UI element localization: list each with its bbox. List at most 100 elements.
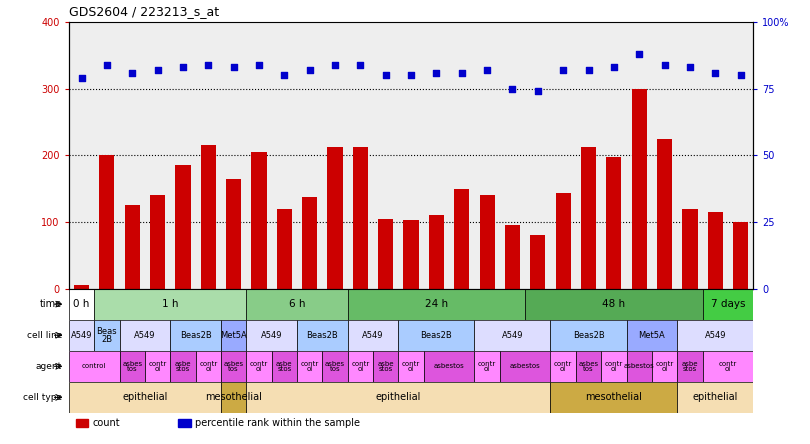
Bar (373, 351, 399, 382)
Text: A549: A549 (261, 331, 283, 340)
Bar (322, 351, 347, 382)
Text: A549: A549 (362, 331, 384, 340)
Bar (682, 209, 697, 289)
Point (354, 61, 367, 68)
Text: Met5A: Met5A (638, 331, 665, 340)
Text: control: control (82, 363, 106, 369)
Text: contr
ol: contr ol (301, 361, 319, 372)
Bar (221, 320, 246, 351)
Text: contr
ol: contr ol (402, 361, 420, 372)
Bar (652, 351, 677, 382)
Bar (125, 205, 140, 289)
Bar (69, 320, 94, 351)
Bar (428, 215, 444, 289)
Bar (347, 320, 399, 351)
Bar (677, 351, 702, 382)
Point (151, 67, 164, 74)
Point (480, 67, 493, 74)
Bar (175, 166, 190, 289)
Bar (327, 147, 343, 289)
Bar (100, 155, 114, 289)
Point (709, 69, 722, 76)
Point (658, 61, 671, 68)
Text: Beas2B: Beas2B (180, 331, 211, 340)
Text: asbes
tos: asbes tos (224, 361, 244, 372)
Bar (702, 351, 753, 382)
Point (329, 61, 342, 68)
Bar (424, 351, 475, 382)
Text: contr
ol: contr ol (478, 361, 497, 372)
Bar (246, 382, 551, 413)
Point (177, 64, 190, 71)
Point (379, 72, 392, 79)
Text: asbes
tos: asbes tos (122, 361, 143, 372)
Text: contr
ol: contr ol (554, 361, 573, 372)
Bar (302, 197, 318, 289)
Point (404, 72, 417, 79)
Text: mesothelial: mesothelial (586, 392, 642, 402)
Text: Beas
2B: Beas 2B (96, 327, 117, 344)
Bar (500, 351, 551, 382)
Bar (657, 139, 672, 289)
Text: Beas2B: Beas2B (573, 331, 604, 340)
Text: asbe
stos: asbe stos (682, 361, 698, 372)
Bar (347, 351, 373, 382)
Bar (297, 351, 322, 382)
Bar (69, 289, 94, 320)
Point (684, 64, 697, 71)
Bar (221, 382, 246, 413)
Text: percentile rank within the sample: percentile rank within the sample (195, 418, 360, 428)
Text: A549: A549 (705, 331, 726, 340)
Bar (551, 351, 576, 382)
Bar (201, 146, 216, 289)
Text: A549: A549 (134, 331, 156, 340)
Text: contr
ol: contr ol (605, 361, 623, 372)
Text: Met5A: Met5A (220, 331, 247, 340)
Point (455, 69, 468, 76)
Bar (120, 320, 170, 351)
Text: contr
ol: contr ol (655, 361, 674, 372)
Bar (475, 351, 500, 382)
Point (430, 69, 443, 76)
Bar (505, 226, 520, 289)
Point (556, 67, 569, 74)
Bar (378, 219, 394, 289)
Bar (556, 194, 571, 289)
Text: GDS2604 / 223213_s_at: GDS2604 / 223213_s_at (69, 5, 219, 18)
Bar (69, 382, 221, 413)
Text: asbe
stos: asbe stos (175, 361, 191, 372)
Text: contr
ol: contr ol (249, 361, 268, 372)
Text: 1 h: 1 h (162, 299, 178, 309)
Text: epithelial: epithelial (693, 392, 738, 402)
Bar (632, 89, 647, 289)
Bar (480, 195, 495, 289)
Bar (576, 351, 601, 382)
Point (75, 75, 88, 82)
Bar (170, 351, 195, 382)
Text: cell line: cell line (27, 331, 62, 340)
Point (227, 64, 240, 71)
Text: 7 days: 7 days (710, 299, 745, 309)
Bar (145, 351, 170, 382)
Bar (178, 419, 190, 427)
Bar (454, 189, 469, 289)
Bar (297, 320, 347, 351)
Point (278, 72, 291, 79)
Text: asbestos: asbestos (509, 363, 540, 369)
Point (202, 61, 215, 68)
Text: asbestos: asbestos (433, 363, 464, 369)
Point (734, 72, 747, 79)
Bar (399, 351, 424, 382)
Bar (403, 220, 419, 289)
Bar (551, 382, 677, 413)
Bar (74, 285, 89, 289)
Bar (251, 152, 266, 289)
Point (253, 61, 266, 68)
Bar (733, 222, 748, 289)
Bar (677, 320, 753, 351)
Text: 6 h: 6 h (288, 299, 305, 309)
Bar (475, 320, 551, 351)
Bar (246, 351, 271, 382)
Bar (551, 320, 627, 351)
Point (506, 85, 519, 92)
